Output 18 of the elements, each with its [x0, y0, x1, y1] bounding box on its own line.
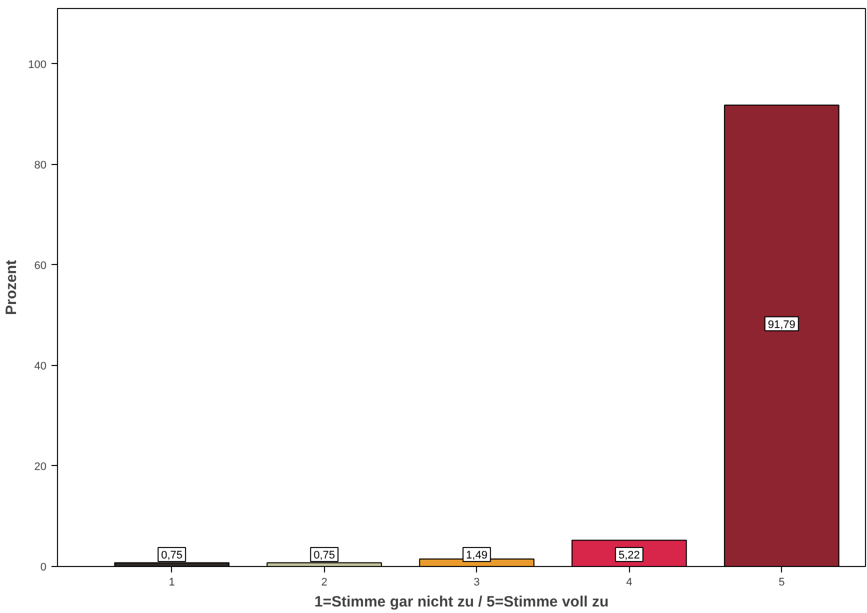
data-label: 5,22: [618, 550, 640, 562]
data-label: 1,49: [466, 550, 488, 562]
data-label: 0,75: [314, 550, 336, 562]
y-axis-title: Prozent: [3, 260, 20, 315]
y-tick-label: 60: [34, 260, 47, 272]
x-tick-label: 2: [321, 576, 328, 588]
x-tick-label: 1: [168, 576, 175, 588]
y-tick-label: 20: [34, 460, 47, 473]
x-axis-title: 1=Stimme gar nicht zu / 5=Stimme voll zu: [314, 594, 609, 610]
y-tick-label: 0: [40, 562, 47, 574]
x-tick-label: 4: [626, 576, 632, 588]
x-tick-label: 5: [778, 576, 785, 588]
y-tick-label: 80: [34, 159, 47, 172]
data-label: 0,75: [161, 550, 183, 562]
y-tick-label: 100: [28, 58, 47, 71]
data-label: 91,79: [768, 318, 796, 331]
x-tick-label: 3: [474, 576, 480, 588]
y-tick-label: 40: [34, 360, 47, 372]
